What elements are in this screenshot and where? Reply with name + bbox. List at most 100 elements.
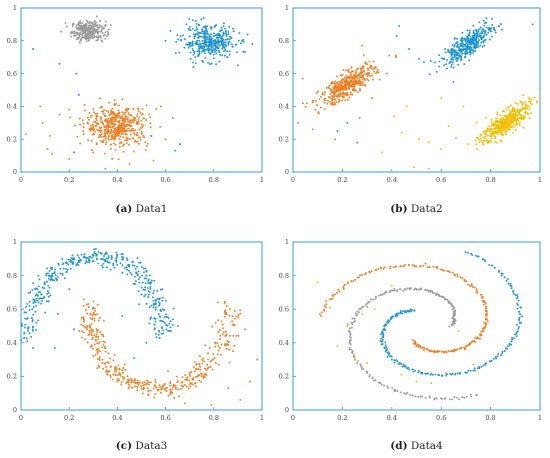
data-point (518, 124, 521, 127)
data-point (482, 143, 485, 146)
data-point (122, 367, 125, 369)
data-point (388, 54, 391, 57)
data-point (77, 28, 80, 31)
x-tick-label: 0.4 (387, 176, 397, 184)
data-point (471, 285, 474, 288)
data-point (484, 29, 487, 32)
data-point (90, 114, 93, 117)
data-point (46, 267, 49, 270)
data-point (157, 297, 160, 300)
data-point (205, 369, 208, 371)
data-point (350, 321, 353, 324)
data-point (100, 139, 102, 142)
data-point (356, 82, 359, 85)
data-point (121, 314, 124, 317)
data-point (321, 311, 323, 314)
data-point (82, 320, 85, 323)
data-point (133, 140, 136, 143)
data-point (99, 134, 102, 137)
data-point (503, 110, 506, 113)
data-point (435, 292, 437, 295)
data-point (99, 25, 101, 28)
data-point (40, 302, 43, 305)
data-point (105, 126, 108, 129)
data-point (136, 257, 139, 260)
data-point (86, 341, 89, 344)
data-point (23, 311, 26, 314)
data-point (93, 317, 96, 320)
data-point (474, 254, 477, 257)
data-point (210, 27, 213, 30)
data-point (430, 350, 433, 353)
data-point (137, 278, 140, 281)
data-point (116, 377, 119, 380)
data-point (92, 254, 95, 257)
data-point (478, 28, 481, 31)
data-point (220, 26, 223, 29)
data-point (101, 26, 104, 29)
data-point (218, 329, 221, 332)
data-point (85, 23, 88, 26)
data-point (239, 309, 242, 312)
data-point (374, 379, 377, 382)
data-point (140, 131, 143, 133)
data-point (82, 133, 85, 136)
data-point (132, 121, 135, 124)
data-point (221, 333, 224, 336)
data-point (79, 20, 82, 23)
data-point (131, 119, 134, 122)
data-point (85, 36, 88, 39)
data-point (181, 376, 184, 379)
data-point (88, 329, 91, 332)
data-point (106, 266, 108, 269)
data-point (493, 130, 496, 132)
data-point (535, 100, 538, 103)
data-point (214, 48, 217, 51)
data-point (237, 39, 240, 42)
data-point (215, 36, 218, 39)
data-point (85, 328, 88, 331)
data-point (88, 22, 91, 25)
data-point (61, 273, 64, 276)
data-point (196, 375, 199, 378)
data-point (498, 269, 501, 272)
data-point (528, 97, 530, 99)
data-point (453, 312, 456, 315)
data-point (77, 261, 80, 264)
data-point (98, 350, 101, 353)
data-point (351, 323, 354, 326)
data-point (461, 44, 464, 47)
data-point (465, 46, 468, 49)
x-tick-label: 0.2 (64, 414, 74, 422)
data-point (414, 395, 417, 398)
data-point (454, 54, 457, 57)
data-point (388, 267, 391, 270)
data-point (61, 258, 64, 260)
data-point (207, 41, 210, 44)
data-point (219, 334, 222, 337)
panel-caption: (d) Data4 (390, 440, 443, 452)
data-point (152, 299, 155, 302)
data-point (512, 289, 515, 292)
data-point (377, 294, 380, 297)
data-point (46, 148, 49, 150)
data-point (159, 288, 162, 291)
data-point (455, 60, 458, 62)
data-point (491, 132, 494, 135)
data-point (104, 137, 107, 140)
data-point (475, 337, 478, 340)
data-point (216, 353, 219, 356)
data-point (484, 260, 487, 263)
data-point (501, 352, 504, 355)
data-point (122, 136, 124, 139)
data-point (468, 59, 471, 62)
data-point (89, 255, 92, 258)
data-point (228, 314, 231, 317)
data-point (451, 271, 454, 274)
data-point (233, 310, 236, 312)
data-point (456, 275, 459, 278)
data-point (102, 34, 105, 37)
data-point (82, 122, 85, 125)
data-point (118, 372, 121, 374)
data-point (56, 312, 59, 315)
